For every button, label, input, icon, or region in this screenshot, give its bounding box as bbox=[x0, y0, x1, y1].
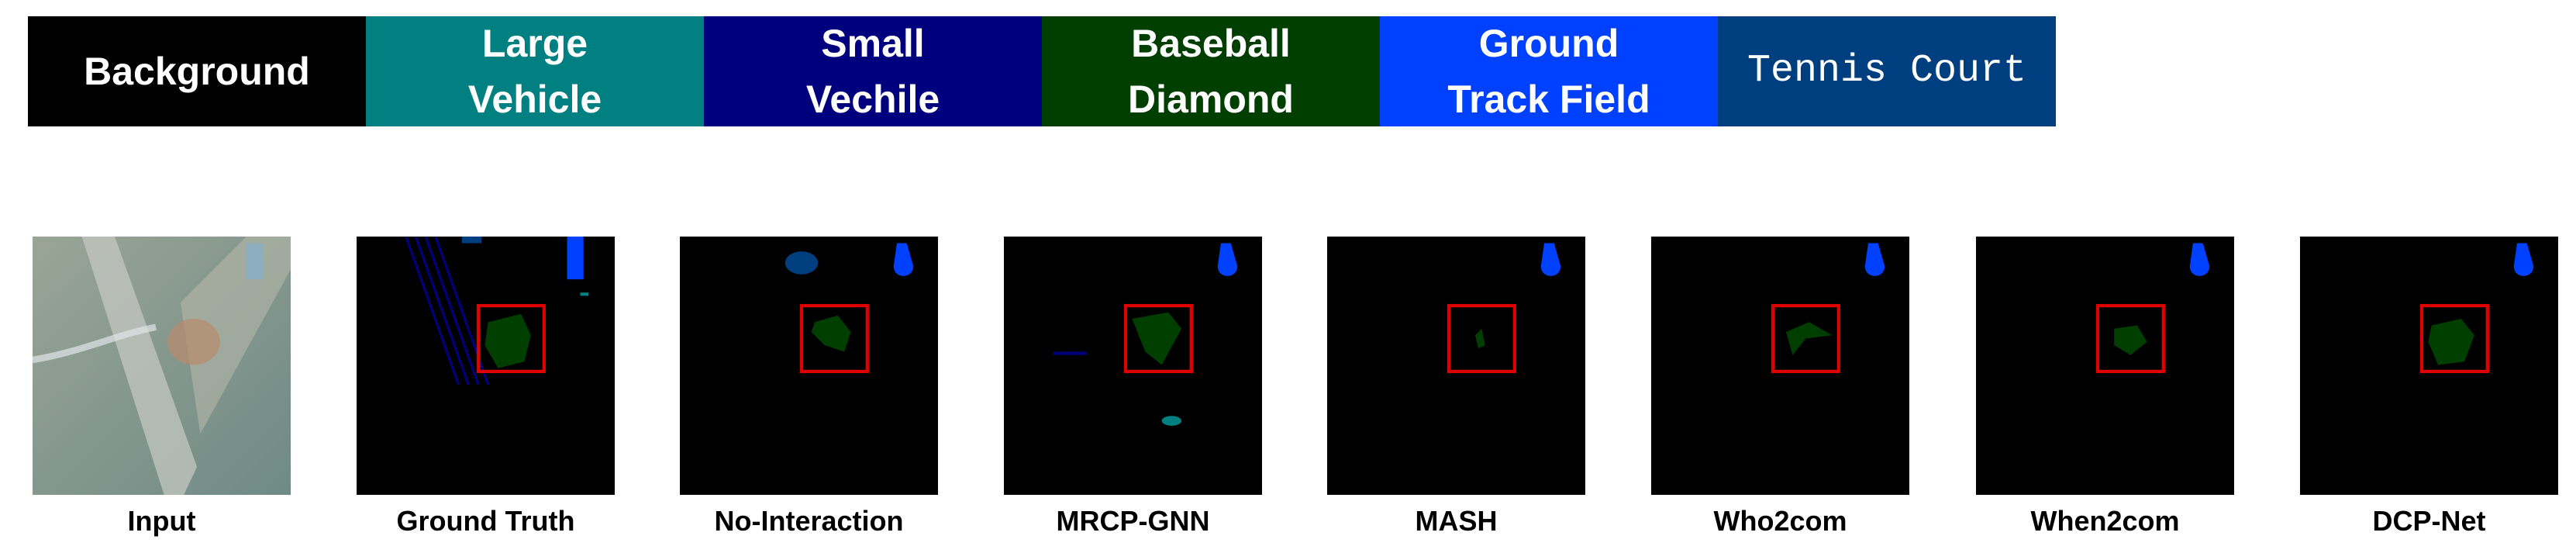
caption: MRCP-GNN bbox=[1056, 505, 1210, 537]
legend-item: Baseball Diamond bbox=[1042, 16, 1380, 126]
background bbox=[1976, 237, 2234, 495]
panel: Ground Truth bbox=[357, 237, 615, 537]
legend-item: Tennis Court bbox=[1718, 16, 2056, 126]
roof bbox=[246, 243, 263, 280]
vehicle bbox=[1053, 351, 1087, 355]
caption: MASH bbox=[1415, 505, 1498, 537]
legend-item: Small Vechile bbox=[704, 16, 1042, 126]
highlight-box bbox=[2095, 303, 2165, 374]
track bbox=[893, 243, 914, 276]
track bbox=[2513, 243, 2534, 276]
caption: DCP-Net bbox=[2372, 505, 2486, 537]
track bbox=[567, 237, 584, 280]
segmentation-image bbox=[2300, 237, 2558, 495]
panel: No-Interaction bbox=[680, 237, 938, 537]
road bbox=[81, 237, 198, 495]
vehicle bbox=[1161, 416, 1182, 426]
track bbox=[1217, 243, 1238, 276]
diamond-blob bbox=[811, 315, 851, 352]
panel: When2com bbox=[1976, 237, 2234, 537]
segmentation-image bbox=[1004, 237, 1262, 495]
highlight-box bbox=[799, 303, 869, 374]
diamond-blob bbox=[1132, 312, 1182, 365]
track bbox=[1540, 243, 1561, 276]
diamond-blob bbox=[1474, 328, 1485, 349]
caption: Ground Truth bbox=[396, 505, 575, 537]
background bbox=[357, 237, 615, 495]
diamond bbox=[167, 319, 220, 365]
track bbox=[1864, 243, 1885, 276]
caption: No-Interaction bbox=[714, 505, 904, 537]
vehicle bbox=[461, 237, 482, 244]
segmentation-image bbox=[1976, 237, 2234, 495]
highlight-box bbox=[1447, 303, 1516, 374]
background bbox=[1651, 237, 1909, 495]
tennis bbox=[785, 251, 819, 275]
diamond-blob bbox=[2428, 319, 2474, 365]
vehicle bbox=[580, 292, 589, 296]
panel: Who2com bbox=[1651, 237, 1909, 537]
segmentation-image bbox=[1651, 237, 1909, 495]
background bbox=[2300, 237, 2558, 495]
background bbox=[1004, 237, 1262, 495]
segmentation-image bbox=[1327, 237, 1585, 495]
caption: When2com bbox=[2030, 505, 2180, 537]
panel: MASH bbox=[1327, 237, 1585, 537]
highlight-box bbox=[1771, 303, 1840, 374]
panel: Input bbox=[33, 237, 291, 537]
legend-item: Ground Track Field bbox=[1380, 16, 1718, 126]
caption: Input bbox=[127, 505, 196, 537]
caption: Who2com bbox=[1713, 505, 1847, 537]
legend: Background Large Vehicle Small Vechile Base… bbox=[28, 16, 2056, 126]
diamond-blob bbox=[2114, 325, 2147, 355]
legend-item: Background bbox=[28, 16, 366, 126]
legend-item: Large Vehicle bbox=[366, 16, 704, 126]
highlight-box bbox=[476, 303, 546, 374]
diamond-blob bbox=[485, 313, 531, 368]
background bbox=[680, 237, 938, 495]
highlight-box bbox=[1123, 303, 1193, 374]
segmentation-image bbox=[33, 237, 291, 495]
diamond-blob bbox=[1785, 322, 1833, 355]
vehicle-line bbox=[414, 237, 470, 385]
background bbox=[1327, 237, 1585, 495]
highlight-box bbox=[2419, 303, 2489, 374]
panel: DCP-Net bbox=[2300, 237, 2558, 537]
segmentation-image bbox=[357, 237, 615, 495]
panel: MRCP-GNN bbox=[1004, 237, 1262, 537]
track bbox=[2189, 243, 2210, 276]
vehicle-line bbox=[424, 237, 480, 385]
segmentation-image bbox=[680, 237, 938, 495]
river bbox=[33, 323, 157, 364]
field bbox=[180, 237, 291, 434]
vehicle-line bbox=[405, 237, 460, 385]
